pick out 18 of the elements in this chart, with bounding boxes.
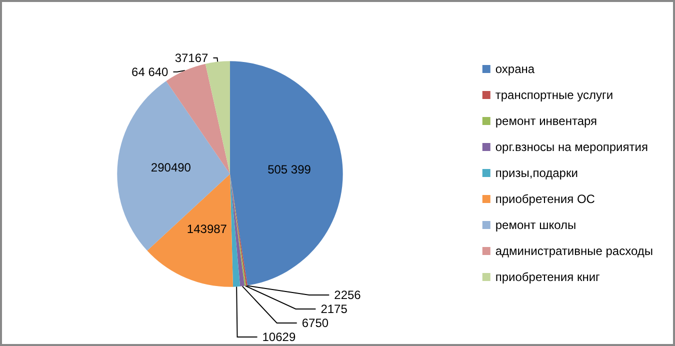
data-label: 505 399 bbox=[268, 162, 312, 176]
legend-label: призы,подарки bbox=[495, 166, 578, 180]
data-label: 10629 bbox=[262, 330, 296, 344]
data-label: 290490 bbox=[150, 160, 192, 174]
legend-label: приобретения ОС bbox=[495, 192, 596, 206]
data-label: 2175 bbox=[320, 302, 348, 316]
data-label: 6750 bbox=[302, 316, 329, 330]
legend-label: орг.взносы на мероприятия bbox=[495, 140, 648, 154]
legend-label: транспортные услуги bbox=[495, 88, 614, 102]
legend-label: ремонт инвентаря bbox=[495, 114, 598, 128]
legend-label: ремонт школы bbox=[495, 218, 576, 232]
legend-label: охрана bbox=[495, 62, 535, 76]
legend-label: приобретения книг bbox=[495, 270, 601, 284]
data-label: 2256 bbox=[334, 288, 362, 302]
legend-label: административные расходы bbox=[495, 244, 653, 258]
data-label: 64 640 bbox=[132, 64, 169, 79]
data-label: 143987 bbox=[186, 222, 228, 236]
data-label: 37167 bbox=[174, 50, 209, 65]
